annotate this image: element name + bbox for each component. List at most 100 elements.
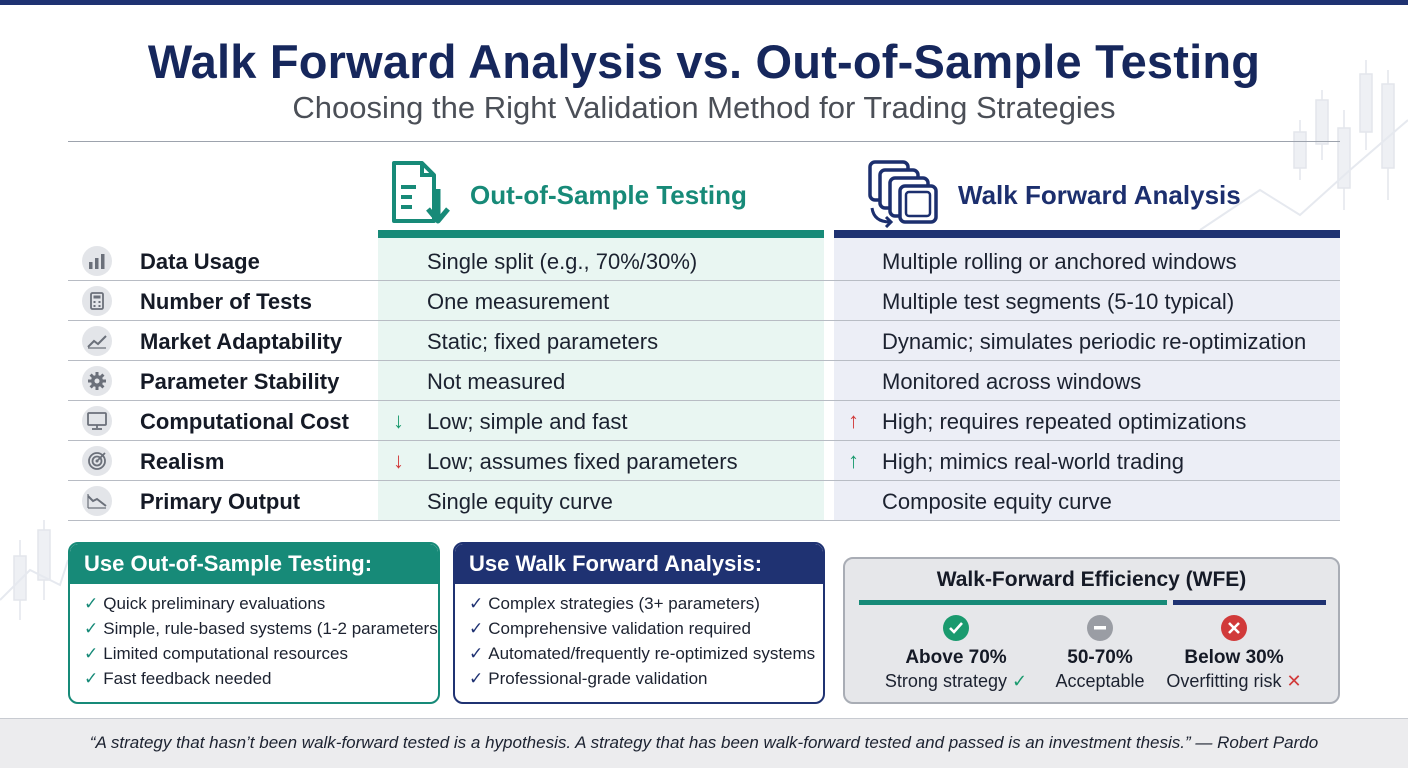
x-circle-icon [1221, 615, 1247, 641]
row-label: Market Adaptability [140, 329, 343, 354]
list-item: ✓ Professional-grade validation [469, 669, 708, 688]
comparison-row: Realism ↓ Low; assumes fixed parameters … [68, 441, 1340, 481]
check-icon: ✓ [84, 594, 99, 613]
stacked-windows-icon [866, 158, 942, 233]
monitor-icon [82, 406, 112, 436]
row-divider [68, 320, 1340, 321]
page-subtitle: Choosing the Right Validation Method for… [292, 90, 1116, 125]
wfe-tier-desc: Overfitting risk ✕ [1166, 671, 1302, 691]
wfa-cell: High; requires repeated optimizations [882, 409, 1247, 434]
wfa-cell: Composite equity curve [882, 489, 1112, 514]
comparison-row: Parameter Stability Not measured Monitor… [68, 361, 1340, 401]
oos-column-background [378, 230, 824, 520]
down-arrow-icon: ↓ [393, 448, 404, 473]
oos-cell: Static; fixed parameters [427, 329, 659, 354]
list-item: ✓ Limited computational resources [84, 644, 348, 663]
row-divider [68, 360, 1340, 361]
wfe-bar-navy [1173, 600, 1326, 605]
comparison-row: Data Usage Single split (e.g., 70%/30%) … [68, 241, 1340, 281]
row-label: Realism [140, 449, 225, 474]
minus-circle-icon [1087, 615, 1113, 641]
wfe-tier-value: 50-70% [1067, 647, 1133, 668]
oos-column-title: Out-of-Sample Testing [470, 179, 747, 210]
comparison-row: Number of Tests One measurement Multiple… [68, 281, 1340, 321]
oos-cell: Low; simple and fast [427, 409, 628, 434]
row-divider [68, 400, 1340, 401]
wfa-column-title: Walk Forward Analysis [958, 179, 1241, 210]
page-title: Walk Forward Analysis vs. Out-of-Sample … [147, 35, 1261, 88]
wfe-title: Walk-Forward Efficiency (WFE) [936, 568, 1247, 591]
up-arrow-icon: ↑ [848, 408, 859, 433]
target-icon [82, 446, 112, 476]
wfe-tier-value: Below 30% [1184, 647, 1284, 668]
wfa-cell: High; mimics real-world trading [882, 449, 1184, 474]
use-oos-box: Use Out-of-Sample Testing: ✓ Quick prelim… [68, 542, 440, 704]
row-divider [68, 440, 1340, 441]
wfe-tier: 50-70% Acceptable [1025, 615, 1175, 692]
wfa-cell: Dynamic; simulates periodic re-optimizat… [882, 329, 1307, 354]
gear-icon [82, 366, 112, 396]
wfa-cell: Multiple rolling or anchored windows [882, 249, 1237, 274]
document-download-icon [388, 159, 452, 232]
wfe-tier: Above 70% Strong strategy ✓ [881, 615, 1031, 692]
trend-line-icon [82, 326, 112, 356]
wfe-box: Walk-Forward Efficiency (WFE) Above 70% … [843, 557, 1340, 704]
wfe-tier-desc: Acceptable [1055, 671, 1145, 691]
oos-column-header: Out-of-Sample Testing [388, 155, 824, 235]
check-mark-icon: ✓ [1011, 671, 1028, 691]
comparison-row: Market Adaptability Static; fixed parame… [68, 321, 1340, 361]
wfa-cell: Multiple test segments (5-10 typical) [882, 289, 1235, 314]
wfa-cell: Monitored across windows [882, 369, 1142, 394]
calculator-icon [82, 286, 112, 316]
list-item: ✓ Fast feedback needed [84, 669, 272, 688]
wfe-tier: Below 30% Overfitting risk ✕ [1159, 615, 1309, 692]
use-wfa-list: ✓ Complex strategies (3+ parameters) ✓ Com… [455, 584, 823, 694]
x-mark-icon: ✕ [1286, 671, 1302, 691]
bar-chart-icon [82, 246, 112, 276]
wfe-tier-value: Above 70% [905, 647, 1007, 668]
check-icon: ✓ [469, 644, 484, 663]
comparison-row: Computational Cost ↓ Low; simple and fas… [68, 401, 1340, 441]
use-oos-list: ✓ Quick preliminary evaluations ✓ Simple, … [70, 584, 438, 694]
check-icon: ✓ [469, 669, 484, 688]
use-wfa-box: Use Walk Forward Analysis: ✓ Complex stra… [453, 542, 825, 704]
footer-quote: “A strategy that hasn’t been walk-forwar… [89, 733, 1319, 752]
row-divider [68, 280, 1340, 281]
row-divider [68, 480, 1340, 481]
check-icon: ✓ [469, 619, 484, 638]
row-divider [68, 520, 1340, 521]
title-divider [68, 141, 1340, 142]
check-icon: ✓ [84, 669, 99, 688]
equity-curve-icon [82, 486, 112, 516]
oos-cell: Single split (e.g., 70%/30%) [427, 249, 698, 274]
list-item: ✓ Comprehensive validation required [469, 619, 751, 638]
row-label: Primary Output [140, 489, 301, 514]
up-arrow-icon: ↑ [848, 448, 859, 473]
comparison-row: Primary Output Single equity curve Compo… [68, 481, 1340, 521]
wfa-column-background [834, 230, 1340, 520]
wfa-column-header: Walk Forward Analysis [866, 155, 1340, 235]
wfe-bar-teal [859, 600, 1167, 605]
use-oos-title: Use Out-of-Sample Testing: [70, 544, 438, 584]
list-item: ✓ Simple, rule-based systems (1-2 paramet… [84, 619, 440, 638]
oos-cell: One measurement [427, 289, 610, 314]
row-label: Number of Tests [140, 289, 312, 314]
use-wfa-title: Use Walk Forward Analysis: [455, 544, 823, 584]
row-label: Parameter Stability [140, 369, 340, 394]
row-label: Data Usage [140, 249, 260, 274]
oos-cell: Low; assumes fixed parameters [427, 449, 738, 474]
row-label: Computational Cost [140, 409, 349, 434]
check-icon: ✓ [84, 644, 99, 663]
quote-band [0, 718, 1408, 768]
top-accent-bar [0, 0, 1408, 5]
oos-cell: Single equity curve [427, 489, 613, 514]
list-item: ✓ Complex strategies (3+ parameters) [469, 594, 760, 613]
list-item: ✓ Quick preliminary evaluations [84, 594, 326, 613]
down-arrow-icon: ↓ [393, 408, 404, 433]
wfe-tier-desc: Strong strategy ✓ [884, 671, 1028, 691]
check-icon: ✓ [469, 594, 484, 613]
check-icon: ✓ [84, 619, 99, 638]
oos-cell: Not measured [427, 369, 566, 394]
list-item: ✓ Automated/frequently re-optimized syste… [469, 644, 816, 663]
check-circle-icon [943, 615, 969, 641]
